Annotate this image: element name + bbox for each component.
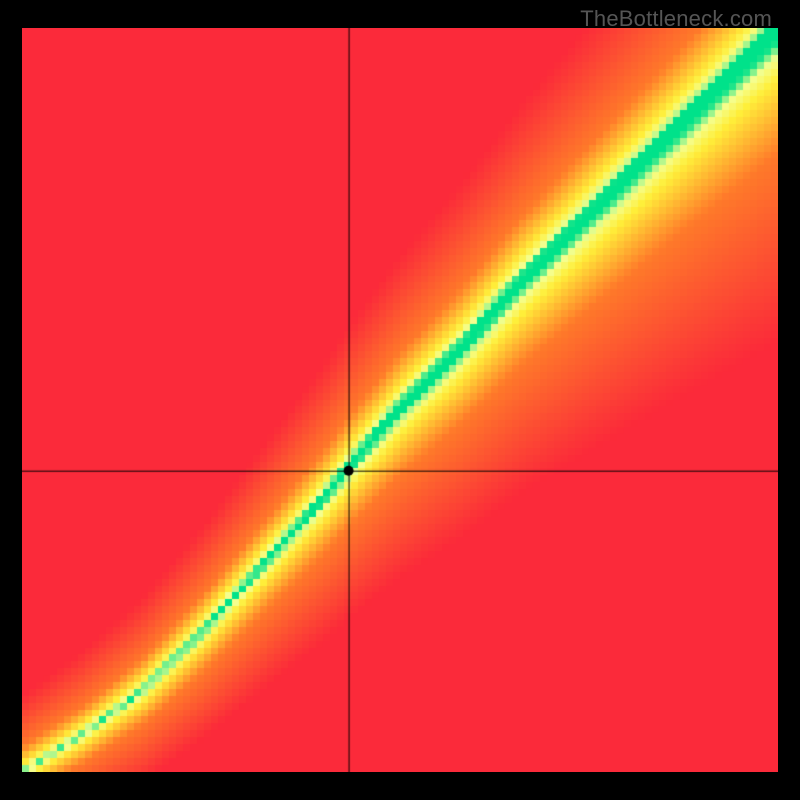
watermark-text: TheBottleneck.com xyxy=(580,6,772,32)
bottleneck-heatmap xyxy=(22,28,778,772)
